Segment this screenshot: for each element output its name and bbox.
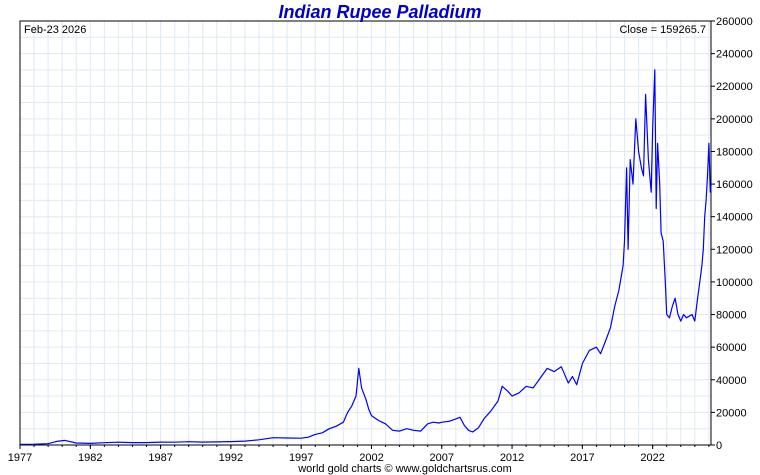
y-axis: 0 20000 40000 60000 80000 100000 120000 140000 1…	[711, 16, 753, 452]
y-tick-label: 0	[716, 440, 722, 452]
plot-frame	[19, 20, 712, 446]
y-tick-label: 180000	[716, 146, 753, 158]
y-tick-label: 60000	[716, 342, 747, 354]
y-tick-label: 160000	[716, 179, 753, 191]
close-label: Close = 159265.7	[619, 24, 706, 36]
y-tick-label: 220000	[716, 81, 753, 93]
y-tick-label: 120000	[716, 244, 753, 256]
y-tick-label: 80000	[716, 310, 747, 322]
y-tick-label: 140000	[716, 212, 753, 224]
chart-title: Indian Rupee Palladium	[278, 2, 481, 22]
y-tick-label: 20000	[716, 407, 747, 419]
y-tick-label: 100000	[716, 277, 753, 289]
x-tick-label: 2022	[640, 452, 664, 464]
x-tick-label: 2007	[430, 452, 454, 464]
y-tick-label: 260000	[716, 16, 753, 28]
footer-credit: world gold charts © www.goldchartsrus.co…	[297, 463, 512, 475]
x-tick-label: 2012	[500, 452, 524, 464]
x-tick-label: 1992	[219, 452, 243, 464]
series-line	[19, 69, 712, 445]
date-label: Feb-23 2026	[24, 24, 86, 36]
x-tick-label: 2002	[359, 452, 383, 464]
x-axis: 1977 1982 1987 1992 1997 2002 2007 2012 2017 2022	[8, 445, 710, 464]
x-tick-label: 1987	[148, 452, 172, 464]
x-tick-label: 1982	[78, 452, 102, 464]
grid	[19, 21, 711, 445]
y-tick-label: 40000	[716, 375, 747, 387]
y-tick-label: 240000	[716, 49, 753, 61]
x-tick-label: 1977	[8, 452, 32, 464]
x-tick-label: 2017	[570, 452, 594, 464]
x-tick-label: 1997	[289, 452, 313, 464]
y-tick-label: 200000	[716, 114, 753, 126]
